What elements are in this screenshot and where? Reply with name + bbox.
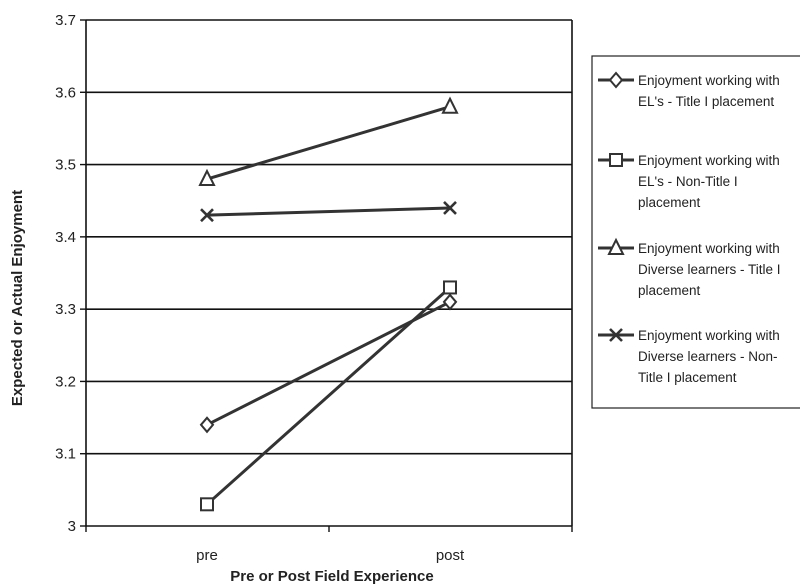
y-tick-label: 3.2 — [55, 373, 76, 390]
legend-marker-square — [609, 153, 623, 167]
legend-label: Enjoyment working with — [638, 153, 780, 168]
series-4-point-x — [200, 208, 214, 223]
legend-marker-triangle — [607, 237, 625, 255]
legend-entry-3: Enjoyment working with Diverse learners -… — [598, 237, 781, 298]
legend-label: Enjoyment working with — [638, 73, 780, 88]
legend-entry-4: Enjoyment working with Diverse learners -… — [598, 328, 780, 385]
series-4-point-x — [443, 201, 457, 215]
y-axis-ticks: 3 3.1 3.2 3.3 3.4 3.5 3.6 3.7 — [55, 12, 86, 535]
legend-frame — [591, 55, 800, 409]
legend: Enjoyment working with EL's - Title I pla… — [591, 55, 800, 409]
series-3-point-triangle — [441, 96, 459, 114]
series-1-point-diamond — [199, 416, 215, 434]
legend-label: placement — [638, 195, 701, 210]
y-tick-label: 3.7 — [55, 12, 76, 29]
legend-label: Enjoyment working with — [638, 241, 780, 256]
x-tick-label: post — [436, 547, 465, 564]
y-tick-label: 3.3 — [55, 301, 76, 318]
legend-label: Title I placement — [638, 370, 737, 385]
legend-label: placement — [638, 283, 701, 298]
series-line-3 — [206, 105, 451, 181]
y-tick-label: 3 — [68, 518, 76, 535]
gridlines — [85, 19, 573, 532]
x-tick-label: pre — [196, 547, 218, 564]
series-2-point-square — [200, 497, 214, 512]
legend-label: Diverse learners - Non- — [638, 349, 778, 364]
series-2-point-square — [443, 280, 457, 295]
series-line-4 — [206, 206, 451, 217]
legend-label: EL's - Title I placement — [638, 94, 774, 109]
x-axis-title: Pre or Post Field Experience — [230, 568, 433, 584]
y-tick-label: 3.1 — [55, 446, 76, 463]
legend-label: Diverse learners - Title I — [638, 262, 781, 277]
series-1-point-diamond — [442, 293, 458, 311]
legend-marker-diamond — [608, 71, 624, 89]
series-line-2 — [206, 286, 451, 506]
series-3-point-triangle — [198, 168, 216, 187]
y-axis-title: Expected or Actual Enjoyment — [9, 190, 26, 406]
legend-marker-x — [609, 328, 623, 342]
legend-label: EL's - Non-Title I — [638, 174, 738, 189]
x-axis-ticks: pre post — [196, 547, 465, 564]
y-tick-label: 3.6 — [55, 84, 76, 101]
legend-entry-1: Enjoyment working with EL's - Title I pla… — [598, 71, 780, 109]
y-tick-label: 3.4 — [55, 229, 76, 246]
y-tick-label: 3.5 — [55, 157, 76, 174]
legend-entry-2: Enjoyment working with EL's - Non-Title I… — [598, 153, 780, 210]
legend-label: Enjoyment working with — [638, 328, 780, 343]
series-lines — [198, 96, 459, 512]
